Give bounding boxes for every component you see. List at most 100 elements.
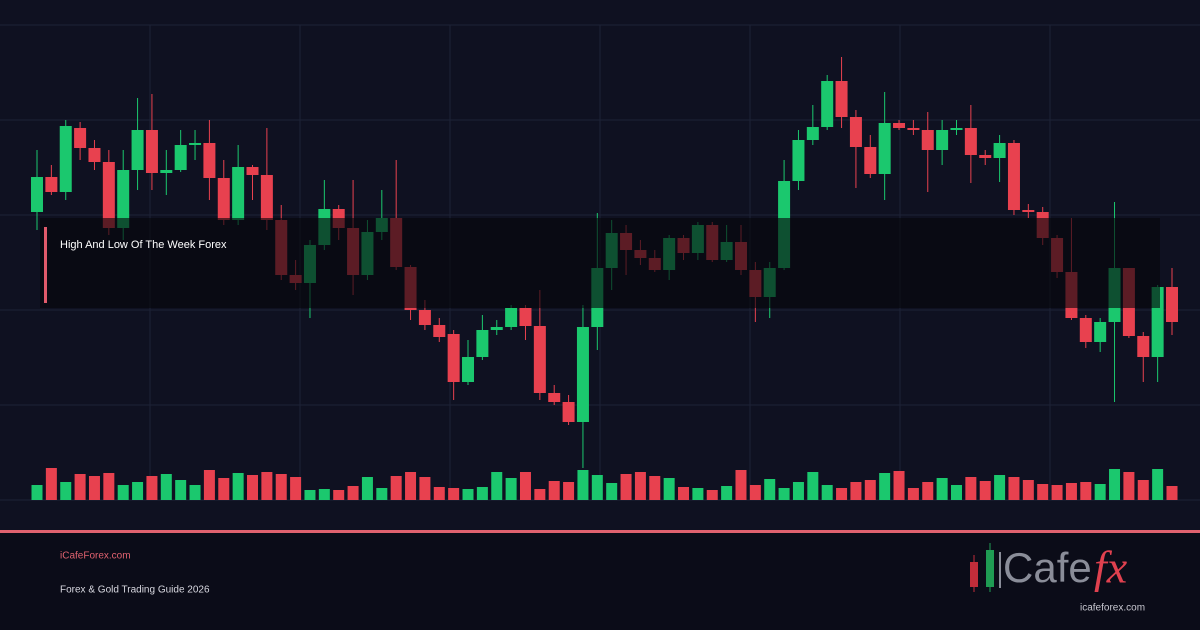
volume-bar	[405, 472, 417, 500]
candle-body	[519, 308, 532, 326]
volume-bar	[606, 483, 618, 500]
volume-bar	[1008, 477, 1020, 500]
candle-body	[505, 308, 518, 327]
volume-bar	[103, 473, 115, 500]
volume-bar	[491, 472, 503, 500]
volume-bar	[764, 479, 776, 500]
candle-body	[246, 167, 259, 175]
volume-bar	[749, 485, 761, 500]
volume-bar	[390, 476, 402, 500]
candle-body	[849, 117, 862, 147]
volume-bar	[361, 477, 373, 500]
candle-body	[1022, 210, 1035, 212]
volume-bar	[1051, 485, 1063, 500]
volume-bar	[706, 490, 718, 500]
volume-bar	[31, 485, 43, 500]
volume-bar	[247, 475, 259, 500]
volume-bar	[1094, 484, 1106, 500]
candle-body	[907, 128, 920, 130]
candle-body	[102, 162, 115, 228]
candle-body	[835, 81, 848, 117]
subtitle: Forex & Gold Trading Guide 2026	[60, 585, 210, 596]
volume-bar	[318, 489, 330, 500]
candle-body	[1079, 318, 1092, 342]
volume-bar	[175, 480, 187, 500]
candle-body	[562, 402, 575, 422]
candle-body	[174, 145, 187, 170]
candle-body	[160, 170, 173, 173]
candle-body	[45, 177, 58, 192]
volume-bar	[1152, 469, 1164, 500]
volume-bar	[1037, 484, 1049, 500]
volume-bar	[189, 485, 201, 500]
volume-bar	[261, 472, 273, 500]
candle-body	[1094, 322, 1107, 342]
volume-bar	[965, 477, 977, 500]
volume-bar	[979, 481, 991, 500]
volume-bar	[1065, 483, 1077, 500]
candle-body	[117, 170, 130, 228]
volume-bar	[577, 470, 589, 500]
volume-bar	[850, 482, 862, 500]
volume-bar	[45, 468, 57, 500]
volume-bar	[519, 472, 531, 500]
candle-body	[131, 130, 144, 170]
volume-bar	[505, 478, 517, 500]
volume-bar	[1137, 480, 1149, 500]
candle-body	[31, 177, 43, 212]
candle-body	[806, 127, 819, 140]
volume-bar	[591, 475, 603, 500]
volume-bar	[88, 476, 100, 500]
volume-bar	[160, 474, 172, 500]
candle-body	[936, 130, 949, 150]
volume-bar	[792, 482, 804, 500]
volume-bar	[649, 476, 661, 500]
candle-body	[88, 148, 101, 162]
volume-bar	[117, 485, 129, 500]
volume-bar	[620, 474, 632, 500]
volume-bar	[347, 486, 359, 500]
volume-bar	[936, 478, 948, 500]
candle-body	[950, 128, 963, 130]
volume-bar	[821, 485, 833, 500]
annotation-box	[40, 218, 1160, 308]
logo-url: icafeforex.com	[1080, 603, 1145, 614]
candle-body	[548, 393, 561, 402]
volume-bar	[448, 488, 460, 500]
candle-body	[576, 327, 589, 422]
volume-bar	[476, 487, 488, 500]
logo-name: Cafe	[1003, 544, 1092, 591]
volume-bar	[333, 490, 345, 500]
volume-bar	[807, 472, 819, 500]
logo-mark: fx	[1094, 542, 1128, 593]
candle-body	[447, 334, 460, 382]
volume-bar	[907, 488, 919, 500]
candle-body	[979, 155, 992, 158]
volume-bar	[864, 480, 876, 500]
volume-bar	[433, 487, 445, 500]
volume-bar	[879, 473, 891, 500]
candle-body	[145, 130, 158, 173]
volume-bar	[275, 474, 287, 500]
candle-body	[189, 143, 202, 145]
volume-bar	[721, 486, 733, 500]
volume-bar	[893, 471, 905, 500]
candle-body	[74, 128, 87, 148]
volume-bar	[548, 481, 560, 500]
candle-body	[1166, 287, 1178, 322]
candle-body	[203, 143, 216, 178]
volume-bar	[735, 470, 747, 500]
volume-bar	[663, 478, 675, 500]
volume-bar	[1109, 469, 1121, 500]
candle-body	[993, 143, 1006, 158]
volume-bar	[922, 482, 934, 500]
candle-body	[533, 326, 546, 393]
candle-body	[864, 147, 877, 174]
volume-bar	[950, 485, 962, 500]
volume-bar	[419, 477, 431, 500]
volume-bar	[218, 478, 230, 500]
candle-body	[418, 310, 431, 325]
volume-bar	[290, 477, 302, 500]
volume-bar	[1022, 480, 1034, 500]
